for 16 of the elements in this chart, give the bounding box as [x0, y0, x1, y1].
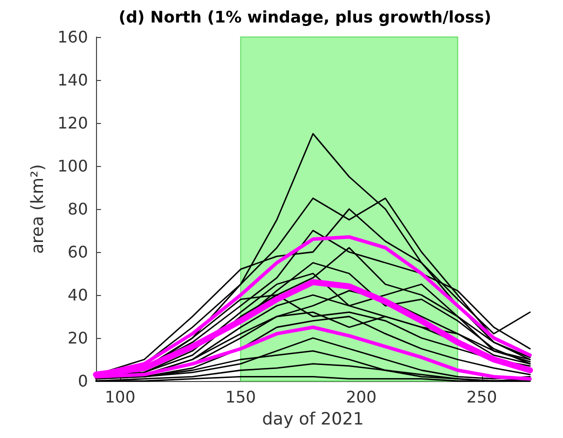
y-tick-label: 60: [68, 242, 88, 262]
x-tick-label: 100: [104, 388, 136, 406]
x-tick-label: 250: [466, 388, 498, 406]
y-axis-title: area (km²): [28, 164, 48, 254]
y-tick-label: 0: [78, 372, 88, 390]
y-tick-label: 20: [68, 328, 88, 348]
y-tick-label: 40: [68, 286, 88, 304]
x-tick-label: 150: [225, 388, 256, 406]
y-tick-label: 140: [57, 70, 88, 90]
x-tick-label: 200: [346, 388, 376, 406]
y-tick-label: 120: [57, 114, 88, 132]
y-tick-label: 160: [57, 28, 88, 46]
y-tick-label: 80: [68, 200, 88, 218]
chart-title: (d) North (1% windage, plus growth/loss): [118, 8, 492, 26]
y-tick-label: 100: [57, 156, 88, 176]
x-axis-title: day of 2021: [262, 410, 364, 430]
